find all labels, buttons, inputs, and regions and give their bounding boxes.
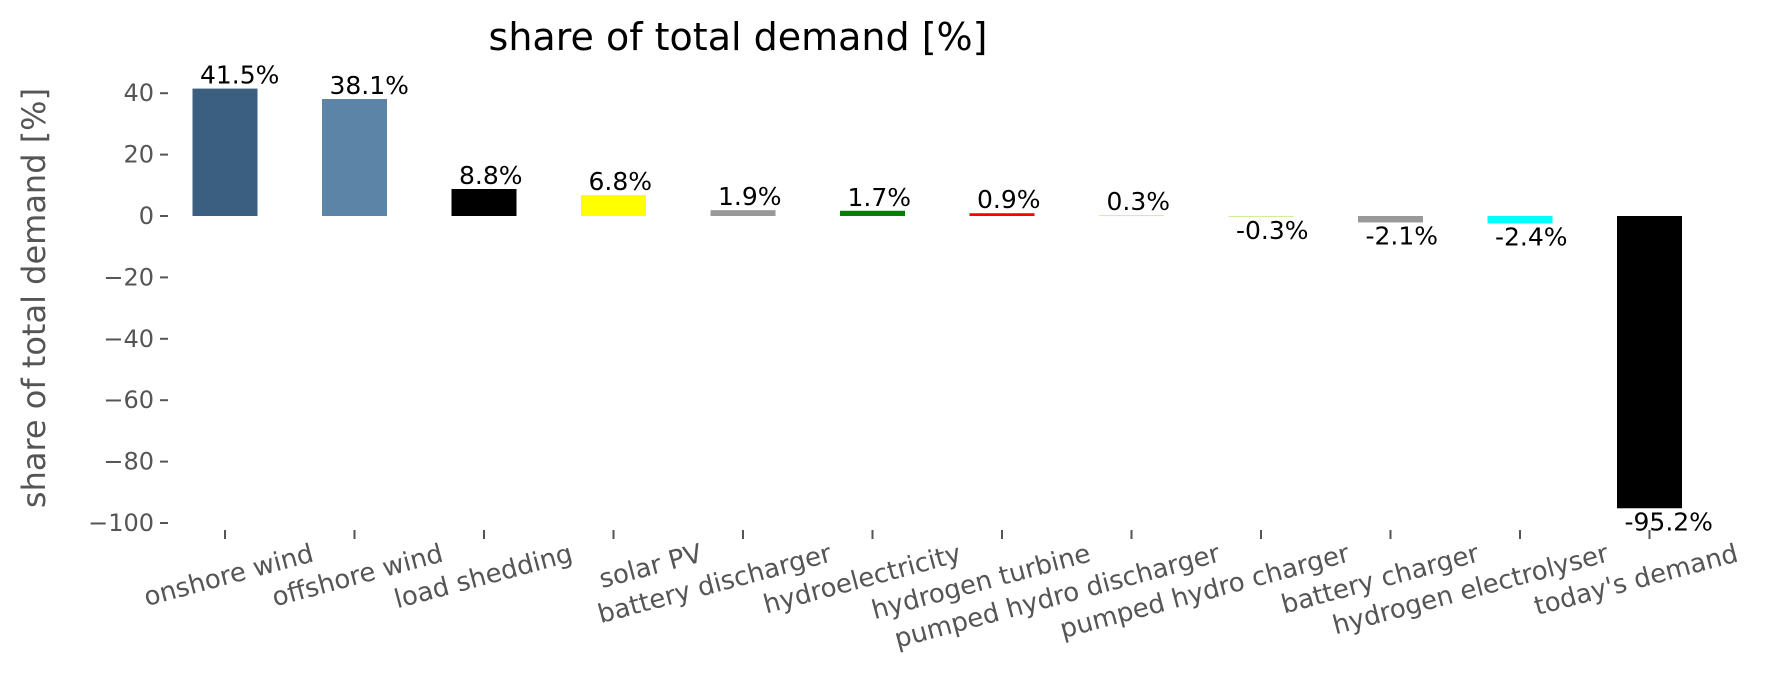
data-labels: 41.5% 38.1% 8.8% 6.8% 1.9% 1.7% 0.9% 0.3% -0.3% -… bbox=[200, 61, 1713, 537]
data-label: 0.3% bbox=[1107, 187, 1171, 216]
bar bbox=[581, 195, 646, 216]
bar bbox=[1099, 215, 1164, 217]
data-label: 1.9% bbox=[718, 182, 782, 211]
data-label: 8.8% bbox=[459, 161, 523, 190]
data-label: 41.5% bbox=[200, 61, 279, 90]
y-tick-label: −60 bbox=[103, 386, 154, 414]
y-axis-label: share of total demand [%] bbox=[15, 88, 53, 508]
y-tick-label: 20 bbox=[123, 141, 154, 169]
bars bbox=[192, 88, 1682, 509]
bar bbox=[840, 210, 905, 216]
bar bbox=[451, 188, 517, 216]
y-tick-label: 0 bbox=[139, 202, 154, 230]
data-label: 38.1% bbox=[330, 71, 409, 100]
bar bbox=[969, 213, 1035, 216]
y-tick-label: −80 bbox=[103, 448, 154, 476]
y-tick-label: −20 bbox=[103, 263, 154, 291]
bar bbox=[1358, 216, 1423, 223]
bar bbox=[1617, 216, 1682, 509]
bar bbox=[1228, 216, 1294, 217]
data-label: -2.4% bbox=[1495, 222, 1568, 251]
data-label: -95.2% bbox=[1625, 507, 1713, 536]
data-label: -2.1% bbox=[1366, 221, 1439, 250]
data-label: 1.7% bbox=[848, 183, 912, 212]
data-label: -0.3% bbox=[1236, 216, 1309, 245]
chart-title: share of total demand [%] bbox=[489, 15, 988, 59]
data-label: 0.9% bbox=[977, 185, 1041, 214]
y-axis-ticks: 40 20 0 −20 −40 −60 −80 −100 bbox=[88, 79, 168, 537]
y-tick-label: 40 bbox=[123, 79, 154, 107]
y-tick-label: −40 bbox=[103, 325, 154, 353]
y-tick-label: −100 bbox=[88, 509, 154, 537]
bar bbox=[192, 88, 258, 216]
data-label: 6.8% bbox=[589, 167, 653, 196]
bar bbox=[710, 210, 776, 216]
bar bbox=[1487, 216, 1553, 224]
bar bbox=[322, 99, 387, 216]
